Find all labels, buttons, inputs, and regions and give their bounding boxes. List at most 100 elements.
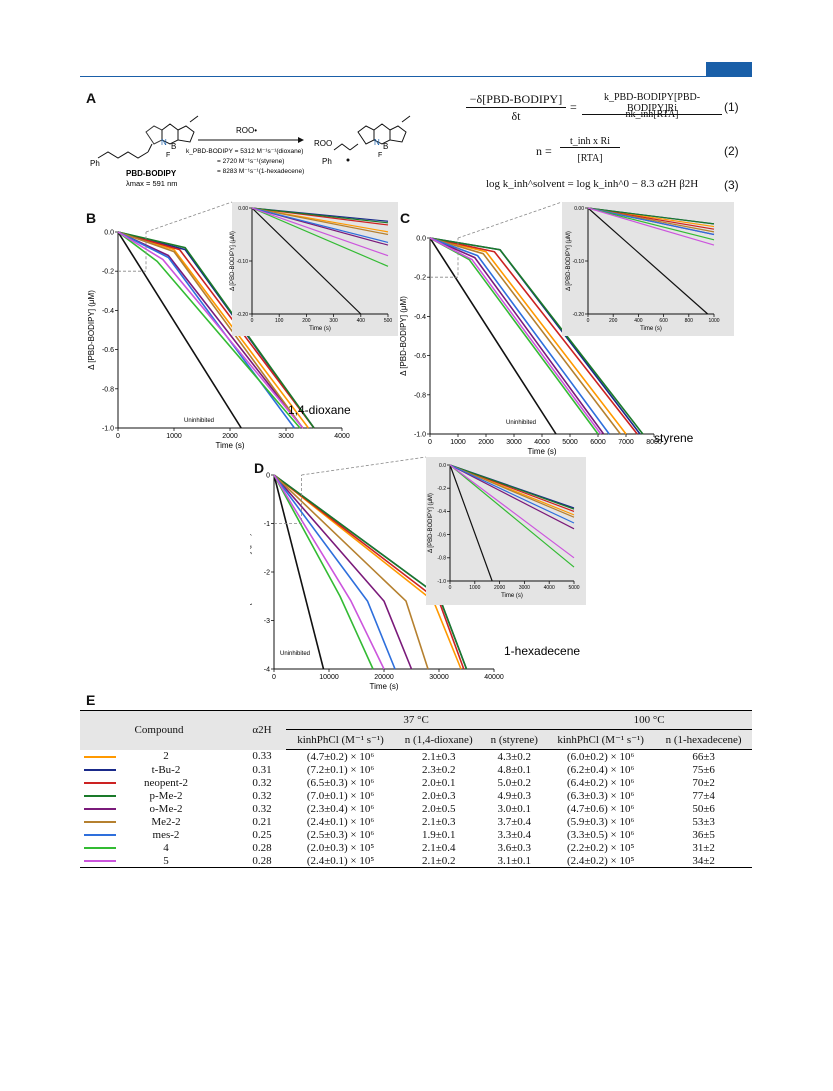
series-line	[429, 237, 602, 435]
eq3-number: (3)	[724, 178, 739, 192]
legend-swatch	[84, 833, 116, 836]
series-line	[117, 231, 301, 429]
x-tick-label: 3000	[278, 433, 294, 440]
cell-n-dioxane: 2.1±0.3	[421, 815, 456, 828]
cell-compound: o-Me-2	[80, 802, 238, 815]
inset-x-tick-label: 800	[685, 318, 694, 324]
inset-y-axis-label: Δ [PBD-BODIPY] (μM)	[566, 231, 572, 291]
solvent-label: styrene	[654, 431, 694, 445]
series-line	[429, 237, 610, 435]
uninhibited-label: Uninhibited	[280, 651, 310, 657]
table-row: o-Me-2 0.32 (2.3±0.4) × 10⁶ 2.0±0.5 3.0±0.1 (…	[80, 802, 752, 815]
inset-series-line	[449, 464, 493, 582]
inset-x-axis-label: Time (s)	[309, 326, 331, 332]
y-tick-label: -0.2	[414, 275, 426, 282]
cell-n-styrene: 3.6±0.3	[497, 841, 532, 854]
inset-x-tick-label: 0	[251, 318, 254, 324]
cell-n-dioxane: 1.9±0.1	[421, 828, 456, 841]
results-table: Compound α2H 37 °C 100 °C kinhPhCl (M⁻¹ …	[80, 710, 752, 868]
col-n-styrene: n (styrene)	[482, 729, 547, 750]
panel-label-a: A	[86, 90, 97, 106]
inset-series-line	[251, 207, 362, 315]
table-row: neopent-2 0.32 (6.5±0.3) × 10⁶ 2.0±0.1 5.0±0…	[80, 776, 752, 789]
cell-n-styrene: 4.8±0.1	[497, 763, 532, 776]
inset-y-tick-label: -0.6	[437, 532, 446, 538]
y-tick-label: -1	[264, 521, 270, 528]
inset-series-line	[587, 207, 709, 315]
atom-b-label: B	[171, 142, 176, 151]
cell-k37: (7.2±0.1) × 10⁶	[306, 763, 375, 776]
col-group-100: 100 °C	[546, 710, 752, 730]
inset-x-axis-label: Time (s)	[640, 326, 662, 332]
y-tick-label: 0	[266, 472, 270, 479]
inset-x-tick-label: 1000	[469, 585, 480, 591]
cell-n-styrene: 3.7±0.4	[497, 815, 532, 828]
cell-alpha: 0.28	[252, 841, 272, 854]
inset-series-line	[251, 207, 389, 257]
eq1-lhs-denominator: δt	[511, 109, 521, 123]
cell-n-styrene: 4.9±0.3	[497, 789, 532, 802]
table-row: 5 0.28 (2.4±0.1) × 10⁵ 2.1±0.2 3.1±0.1 (2.4±0…	[80, 854, 752, 868]
inset-x-tick-label: 400	[634, 318, 643, 324]
series-line	[273, 474, 396, 670]
cell-k37: (2.0±0.3) × 10⁵	[306, 841, 375, 854]
cell-k100: (6.4±0.2) × 10⁶	[566, 776, 635, 789]
inset-x-tick-label: 4000	[544, 585, 555, 591]
cell-k37: (6.5±0.3) × 10⁶	[306, 776, 375, 789]
inset-x-tick-label: 600	[659, 318, 668, 324]
table-row: Me2-2 0.21 (2.4±0.1) × 10⁶ 2.1±0.3 3.7±0.4 (5…	[80, 815, 752, 828]
x-tick-label: 10000	[319, 674, 339, 681]
inset-x-tick-label: 200	[609, 318, 618, 324]
inset-x-axis-label: Time (s)	[501, 593, 523, 599]
inset-y-tick-label: -0.4	[437, 509, 446, 515]
cell-alpha: 0.25	[252, 828, 272, 841]
equation-1: −δ[PBD-BODIPY] δt = k_PBD-BODIPY[PBD-BOD…	[466, 92, 752, 126]
inset-series-line	[251, 207, 389, 267]
y-tick-label: -1.0	[414, 431, 426, 438]
inset-series-line	[587, 207, 715, 241]
roo-label: ROO	[314, 139, 332, 148]
series-line	[429, 237, 644, 435]
inset-y-tick-label: -0.8	[437, 556, 446, 562]
inset-series-line	[449, 464, 575, 568]
eq1-number: (1)	[724, 100, 739, 114]
x-tick-label: 0	[116, 433, 120, 440]
panel-label-d: D	[254, 460, 265, 476]
inset-x-tick-label: 0	[587, 318, 590, 324]
inset-x-tick-label: 1000	[708, 318, 719, 324]
inset-series-line	[449, 464, 575, 510]
product-atom-b: B	[383, 142, 388, 151]
inset-y-tick-label: 0.00	[574, 206, 584, 212]
y-tick-label: -0.4	[414, 314, 426, 321]
panel-label-e: E	[86, 692, 96, 708]
series-line	[117, 231, 304, 429]
lambda-max: λmax = 591 nm	[126, 179, 177, 188]
legend-swatch	[84, 768, 116, 771]
inset-series-line	[251, 207, 389, 244]
cell-compound: 2	[80, 750, 238, 764]
cell-compound: Me2-2	[80, 815, 238, 828]
inset-x-tick-label: 300	[329, 318, 338, 324]
x-tick-label: 1000	[166, 433, 182, 440]
equation-3: log k_inh^solvent = log k_inh^0 − 8.3 α2…	[466, 178, 752, 198]
y-tick-label: -1.0	[102, 425, 114, 432]
inset-x-tick-label: 200	[302, 318, 311, 324]
inset-y-tick-label: -1.0	[437, 579, 446, 585]
series-line	[117, 231, 315, 429]
inset-y-tick-label: -0.10	[573, 259, 585, 265]
zoom-connector	[301, 456, 427, 476]
inset-x-tick-label: 5000	[568, 585, 579, 591]
cell-k100: (6.3±0.3) × 10⁶	[566, 789, 635, 802]
cell-n-hexadecene: 70±2	[692, 776, 715, 789]
table-row: p-Me-2 0.32 (7.0±0.1) × 10⁶ 2.0±0.3 4.9±0.3 (…	[80, 789, 752, 802]
rate-hexadecene: = 8283 M⁻¹s⁻¹(1-hexadecene)	[217, 168, 304, 175]
atom-f-label: F	[166, 152, 170, 159]
inset-series-line	[449, 464, 575, 518]
cell-n-dioxane: 2.3±0.2	[421, 763, 456, 776]
cell-n-styrene: 4.3±0.2	[497, 750, 532, 763]
series-line	[429, 237, 557, 435]
product-atom-f: F	[378, 152, 382, 159]
cell-n-dioxane: 2.1±0.3	[421, 750, 456, 763]
zoom-box	[274, 475, 302, 524]
